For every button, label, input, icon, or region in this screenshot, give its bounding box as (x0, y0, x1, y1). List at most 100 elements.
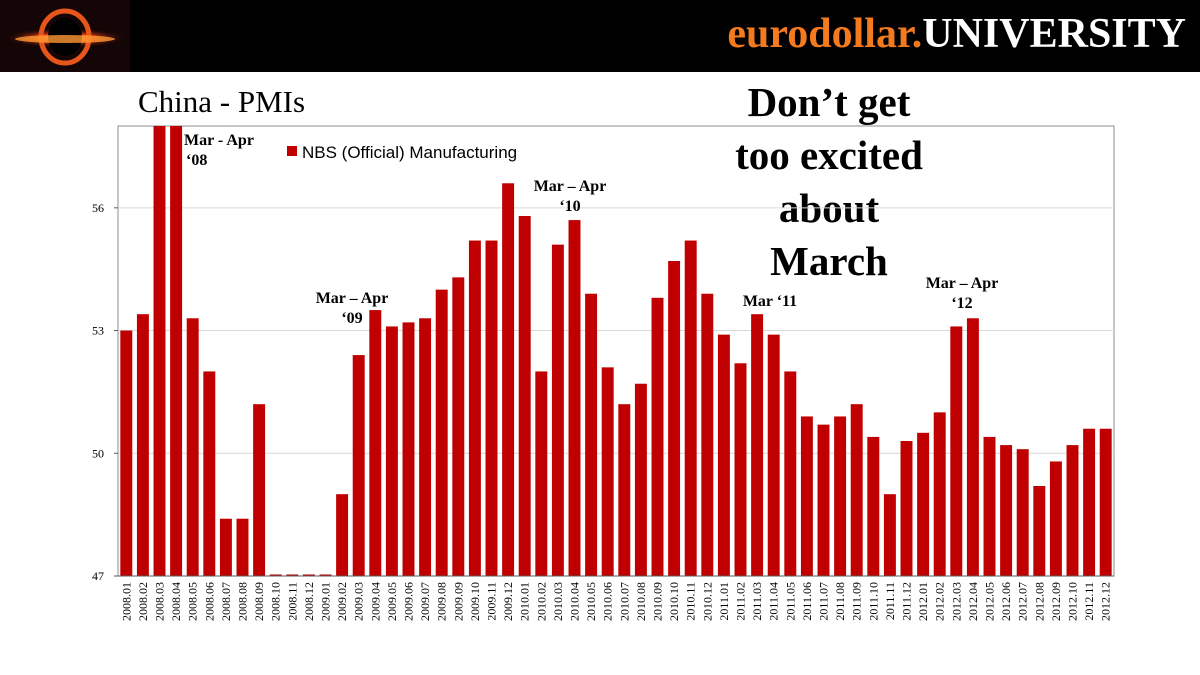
bar-group (120, 126, 1112, 576)
bar-2012.07 (1016, 449, 1029, 576)
x-tick-label: 2011.04 (767, 582, 781, 621)
annotation-2012.03: Mar – Apr (926, 275, 999, 292)
annotation-2012.03: ‘12 (951, 295, 972, 312)
x-tick-label: 2009.12 (501, 582, 515, 621)
x-tick-label: 2012.02 (933, 582, 947, 621)
x-tick-label: 2010.02 (534, 582, 548, 621)
bar-2011.12 (900, 441, 913, 576)
x-tick-label: 2011.09 (850, 582, 864, 621)
bar-2009.10 (468, 240, 481, 576)
x-tick-label: 2011.01 (717, 582, 731, 621)
bar-2011.09 (850, 404, 863, 576)
x-tick-label: 2010.08 (634, 582, 648, 621)
x-tick-label: 2008.11 (285, 582, 299, 621)
x-tick-label: 2012.01 (916, 582, 930, 621)
x-tick-label: 2012.08 (1032, 582, 1046, 621)
bar-2010.08 (634, 383, 647, 576)
x-tick-label: 2010.12 (700, 582, 714, 621)
y-tick-label: 56 (92, 201, 104, 215)
x-tick-label: 2008.04 (169, 582, 183, 621)
x-tick-label: 2008.08 (236, 582, 250, 621)
x-tick-label: 2011.08 (833, 582, 847, 621)
annotation-2009.04: ‘09 (341, 310, 362, 327)
bar-2012.12 (1099, 428, 1112, 576)
bar-2009.01 (319, 574, 332, 576)
bar-2012.06 (1000, 445, 1013, 576)
x-tick-label: 2009.05 (385, 582, 399, 621)
bar-2008.04 (170, 126, 183, 576)
bar-2012.08 (1033, 486, 1046, 576)
bar-2009.06 (402, 322, 415, 576)
bar-2009.04 (369, 310, 382, 576)
plot-area-frame (117, 125, 1115, 577)
bar-2012.05 (983, 436, 996, 576)
x-tick-label: 2012.07 (1016, 582, 1030, 621)
bar-2012.03 (950, 326, 963, 576)
bar-2008.06 (203, 371, 216, 576)
bar-2009.03 (352, 355, 365, 576)
bar-2011.02 (734, 363, 747, 576)
logo-image (0, 0, 130, 72)
bar-2008.07 (219, 518, 232, 576)
y-tick-label: 47 (92, 569, 104, 583)
bar-2008.02 (136, 314, 149, 576)
x-tick-label: 2011.03 (750, 582, 764, 621)
bar-2010.12 (701, 293, 714, 576)
x-tick-label: 2011.05 (783, 582, 797, 621)
bar-2008.09 (253, 404, 266, 576)
x-tick-label: 2009.09 (451, 582, 465, 621)
bar-2010.04 (568, 220, 581, 576)
bar-2011.04 (767, 334, 780, 576)
x-tick-label: 2011.11 (883, 582, 897, 620)
x-tick-label: 2011.06 (800, 582, 814, 621)
x-tick-label: 2010.04 (568, 582, 582, 621)
x-tick-label: 2012.05 (983, 582, 997, 621)
x-tick-label: 2009.07 (418, 582, 432, 621)
x-tick-label: 2010.01 (518, 582, 532, 621)
bar-2008.08 (236, 518, 249, 576)
x-tick-label: 2011.07 (817, 582, 831, 621)
x-tick-label: 2011.10 (866, 582, 880, 621)
chart-title: China - PMIs (138, 84, 306, 119)
y-tick-label: 50 (92, 446, 104, 460)
bar-2012.04 (966, 318, 979, 576)
x-tick-label: 2012.10 (1066, 582, 1080, 621)
x-tick-label: 2008.07 (219, 582, 233, 621)
headline-line: Don’t get (747, 79, 911, 125)
bar-2010.06 (601, 367, 614, 576)
bar-2012.01 (917, 432, 930, 576)
x-tick-label: 2009.11 (485, 582, 499, 621)
bar-2010.07 (618, 404, 631, 576)
bar-2009.05 (385, 326, 398, 576)
bar-2010.03 (551, 244, 564, 576)
annotation-2010.04: ‘10 (559, 198, 580, 215)
header-bar: eurodollar.UNIVERSITY (0, 0, 1200, 72)
x-tick-label: 2012.11 (1082, 582, 1096, 621)
x-tick-label: 2008.02 (136, 582, 150, 621)
x-tick-label: 2009.03 (352, 582, 366, 621)
x-tick-label: 2009.01 (319, 582, 333, 621)
legend-swatch (287, 146, 297, 156)
logo-graphic (3, 8, 127, 66)
y-tick-label: 53 (92, 324, 104, 338)
x-tick-label: 2011.02 (734, 582, 748, 621)
bar-2011.08 (834, 416, 847, 576)
bar-2008.05 (186, 318, 199, 576)
bar-2010.05 (585, 293, 598, 576)
x-tick-label: 2012.03 (949, 582, 963, 621)
bar-2008.12 (302, 574, 315, 576)
x-tick-label: 2009.10 (468, 582, 482, 621)
x-tick-label: 2010.05 (584, 582, 598, 621)
bar-2012.11 (1083, 428, 1096, 576)
brand-part-university: UNIVERSITY (922, 11, 1186, 57)
legend-label: NBS (Official) Manufacturing (302, 143, 517, 162)
x-tick-label: 2009.06 (402, 582, 416, 621)
bar-2010.01 (518, 216, 531, 576)
brand-part-eurodollar: eurodollar. (727, 11, 923, 57)
x-tick-label: 2010.03 (551, 582, 565, 621)
bar-2012.09 (1049, 461, 1062, 576)
bar-2012.02 (933, 412, 946, 576)
x-tick-label: 2008.10 (269, 582, 283, 621)
bar-2008.03 (153, 126, 166, 576)
